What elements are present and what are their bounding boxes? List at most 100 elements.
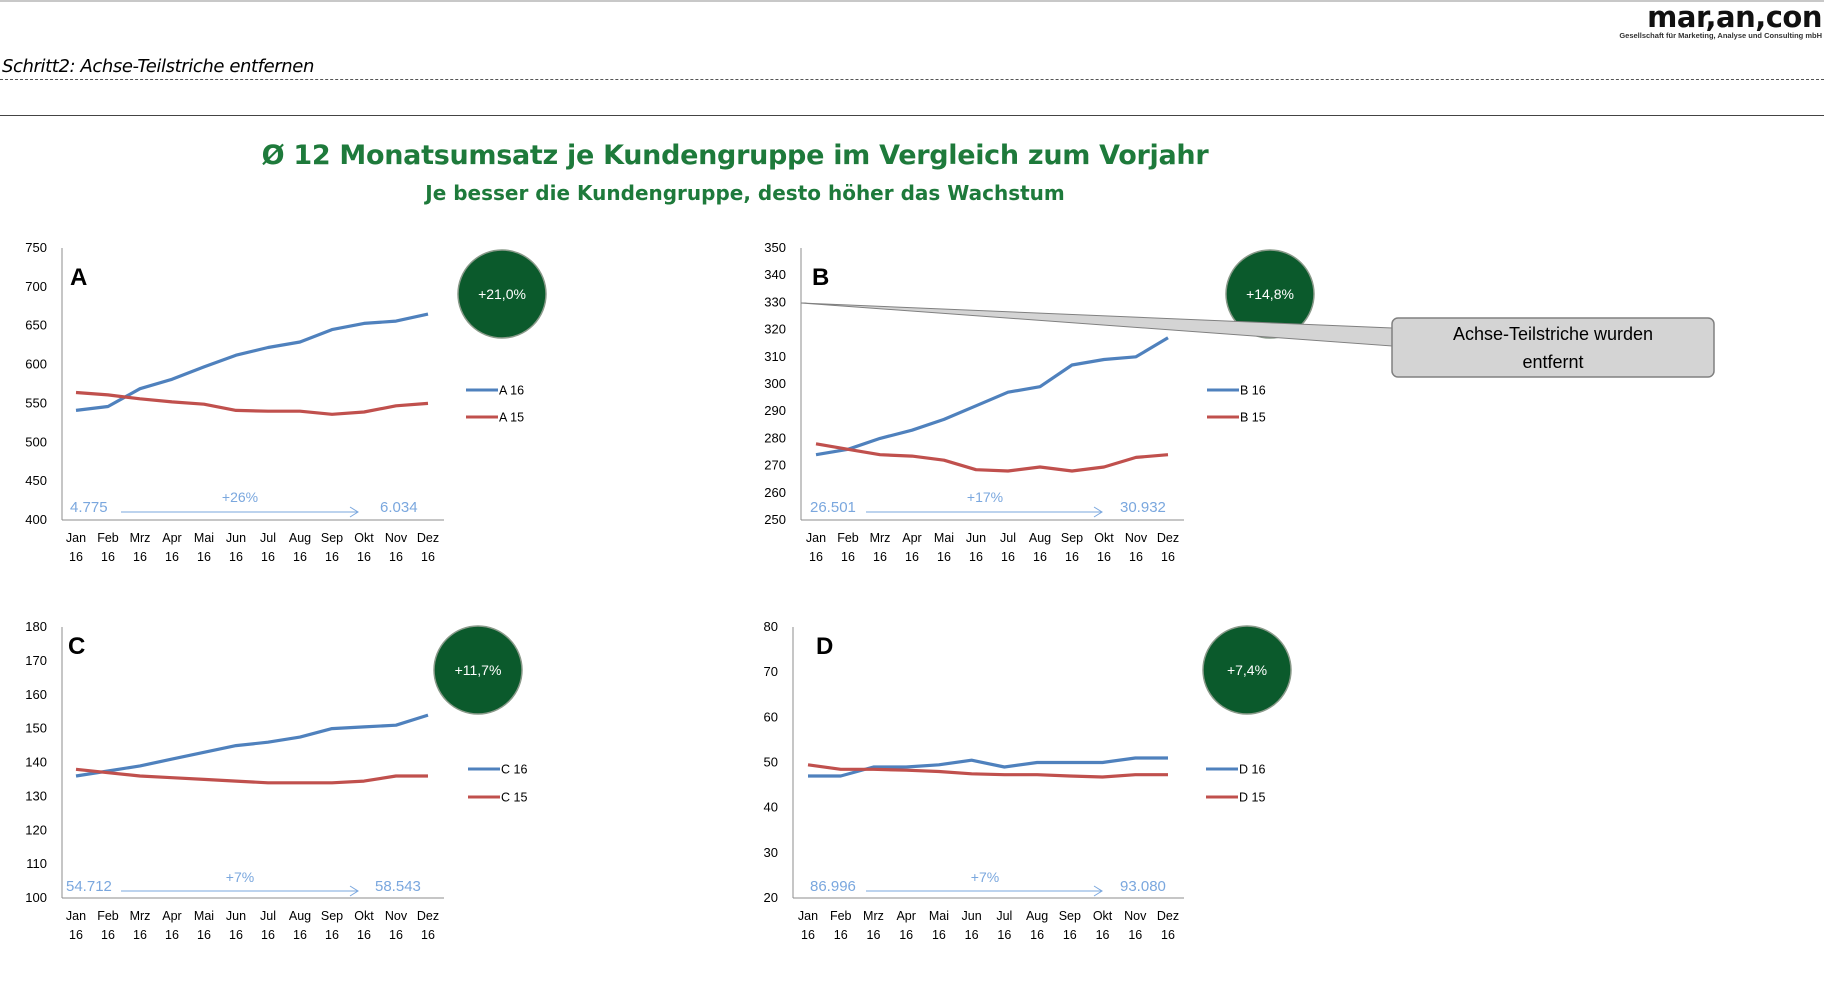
x-tick-label: Mai 16 xyxy=(929,909,949,942)
x-tick-label: Apr 16 xyxy=(902,531,921,564)
x-tick-label: Apr 16 xyxy=(162,531,181,564)
x-tick-label: Aug 16 xyxy=(289,531,311,564)
x-tick-label: Aug 16 xyxy=(1026,909,1048,942)
y-tick-label: 100 xyxy=(25,890,47,905)
x-tick-label: Sep 16 xyxy=(1059,909,1081,942)
x-tick-label: Feb 16 xyxy=(830,909,852,942)
growth-change-label: +26% xyxy=(222,489,258,505)
panel-label: A xyxy=(70,264,87,291)
y-tick-label: 30 xyxy=(764,845,778,860)
x-tick-label: Dez 16 xyxy=(417,531,439,564)
growth-end-value: 30.932 xyxy=(1120,499,1166,516)
step-title: Schritt2: Achse-Teilstriche entfernen xyxy=(2,56,314,77)
growth-badge-label: +11,7% xyxy=(455,662,502,678)
panel-label: D xyxy=(816,633,833,660)
panel-label: C xyxy=(68,633,85,660)
chart-c: 100 110 120 130 140 150 160 170 180 Jan 16 Feb 16 Mrz… xyxy=(25,619,527,942)
y-tick-label: 340 xyxy=(764,267,786,282)
y-tick-label: 150 xyxy=(25,721,47,736)
x-tick-label: Feb 16 xyxy=(837,531,859,564)
chart-subtitle: Je besser die Kundengruppe, desto höher … xyxy=(425,181,1065,205)
x-tick-label: Jul 16 xyxy=(996,909,1012,942)
x-tick-label: Apr 16 xyxy=(162,909,181,942)
x-tick-label: Nov 16 xyxy=(385,909,408,942)
y-tick-label: 120 xyxy=(25,822,47,837)
growth-start-value: 54.712 xyxy=(66,878,112,895)
x-tick-label: Mrz 16 xyxy=(130,531,151,564)
growth-badge-circle xyxy=(1225,249,1315,339)
x-tick-label: Jul 16 xyxy=(260,909,276,942)
legend-label: B 15 xyxy=(1240,411,1266,425)
x-tick-label: Nov 16 xyxy=(1125,531,1148,564)
y-tick-label: 280 xyxy=(764,430,786,445)
callout-text-line2: entfernt xyxy=(1522,352,1583,372)
y-tick-label: 750 xyxy=(25,240,47,255)
y-tick-label: 700 xyxy=(25,279,47,294)
x-tick-label: Feb 16 xyxy=(97,909,119,942)
growth-badge-label: +7,4% xyxy=(1227,662,1267,678)
x-tick-label: Okt 16 xyxy=(1093,909,1113,942)
y-tick-label: 40 xyxy=(764,800,778,815)
y-tick-label: 330 xyxy=(764,294,786,309)
legend-label: A 16 xyxy=(499,384,524,398)
series-line-c-16 xyxy=(75,713,429,778)
x-tick-label: Jan 16 xyxy=(66,531,86,564)
dashed-divider xyxy=(0,79,1824,80)
x-tick-label: Dez 16 xyxy=(1157,531,1179,564)
y-tick-label: 450 xyxy=(25,473,47,488)
callout-box xyxy=(1391,317,1715,378)
y-tick-label: 170 xyxy=(25,653,47,668)
y-tick-label: 250 xyxy=(764,512,786,527)
x-tick-label: Mrz 16 xyxy=(130,909,151,942)
x-tick-label: Sep 16 xyxy=(1061,531,1083,564)
x-tick-label: Mrz 16 xyxy=(870,531,891,564)
y-tick-label: 400 xyxy=(25,512,47,527)
growth-arrow-head xyxy=(349,885,359,897)
legend-label: B 16 xyxy=(1240,384,1266,398)
x-tick-label: Okt 16 xyxy=(354,531,374,564)
y-tick-label: 600 xyxy=(25,357,47,372)
series-line-d-15 xyxy=(807,763,1168,779)
growth-start-value: 4.775 xyxy=(70,499,108,516)
y-tick-label: 180 xyxy=(25,619,47,634)
chart-title: Ø 12 Monatsumsatz je Kundengruppe im Ver… xyxy=(261,140,1209,171)
y-tick-label: 80 xyxy=(764,619,778,634)
chart-b: 250 260 270 280 290 300 310 320 330 340 350 Jan 16 Fe… xyxy=(764,240,1315,564)
y-tick-label: 60 xyxy=(764,709,778,724)
logo-subtitle: Gesellschaft für Marketing, Analyse und … xyxy=(1619,31,1822,40)
x-tick-label: Dez 16 xyxy=(417,909,439,942)
x-tick-label: Okt 16 xyxy=(1094,531,1114,564)
y-tick-label: 300 xyxy=(764,376,786,391)
chart-a: 400 450 500 550 600 650 700 750 Jan 16 Feb 16 Mrz 16 A… xyxy=(25,240,547,564)
y-tick-label: 500 xyxy=(25,434,47,449)
chart-d: 20 30 40 50 60 70 80 Jan 16 Feb 16 Mrz 16 Apr 16 Mai 16 J… xyxy=(764,619,1292,942)
annotation-callout: Achse-Teilstriche wurden entfernt xyxy=(800,302,1715,378)
series-line-c-15 xyxy=(75,767,428,785)
x-tick-label: Mrz 16 xyxy=(863,909,884,942)
growth-badge-circle xyxy=(433,625,523,715)
x-tick-label: Jul 16 xyxy=(1000,531,1016,564)
growth-badge-label: +21,0% xyxy=(478,286,526,302)
series-line-a-16 xyxy=(75,312,429,412)
x-tick-label: Jun 16 xyxy=(226,531,246,564)
x-tick-label: Mai 16 xyxy=(194,531,214,564)
growth-start-value: 26.501 xyxy=(810,499,856,516)
legend-label: D 16 xyxy=(1239,763,1265,777)
legend-label: C 15 xyxy=(501,791,527,805)
x-tick-label: Jun 16 xyxy=(962,909,982,942)
x-tick-label: Mai 16 xyxy=(194,909,214,942)
y-tick-label: 260 xyxy=(764,485,786,500)
x-tick-label: Jun 16 xyxy=(966,531,986,564)
growth-arrow-head xyxy=(349,506,359,518)
top-border xyxy=(0,0,1824,2)
x-tick-label: Nov 16 xyxy=(1124,909,1147,942)
x-tick-label: Okt 16 xyxy=(354,909,374,942)
x-tick-label: Jun 16 xyxy=(226,909,246,942)
logo-text: mar,an,con xyxy=(1647,0,1822,34)
y-tick-label: 350 xyxy=(764,240,786,255)
y-tick-label: 270 xyxy=(764,458,786,473)
y-tick-label: 310 xyxy=(764,349,786,364)
x-tick-label: Jan 16 xyxy=(806,531,826,564)
series-line-a-15 xyxy=(75,390,429,416)
